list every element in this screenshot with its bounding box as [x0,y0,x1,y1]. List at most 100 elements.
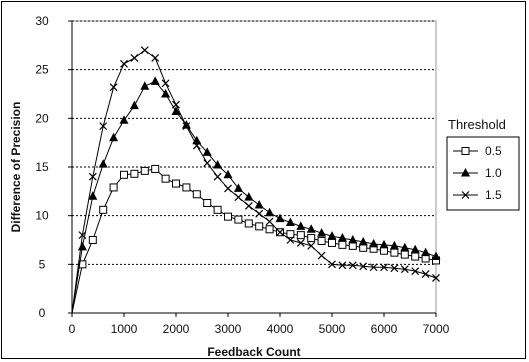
data-point-1.0 [254,199,264,209]
legend-label: 1.5 [485,188,502,202]
data-point-0.5 [307,234,316,243]
data-point-1.0 [400,242,410,252]
data-point-1.0 [109,132,119,142]
series-group [71,46,441,314]
data-point-1.0 [275,213,285,223]
y-tick-label: 0 [39,306,46,320]
y-tick-label: 15 [35,160,49,174]
data-point-0.5 [244,219,253,228]
data-point-1.0 [358,236,368,246]
series-line-1.5 [71,49,437,314]
data-point-1.5 [192,141,201,150]
legend-marker [461,191,470,199]
data-point-1.5 [390,264,399,273]
data-point-1.5 [255,209,264,218]
data-point-1.0 [296,221,306,230]
legend-label: 1.0 [485,166,502,180]
data-point-1.5 [88,172,97,181]
data-point-0.5 [286,230,295,239]
data-point-1.0 [389,240,399,250]
data-point-0.5 [182,183,191,192]
data-point-0.5 [338,240,347,249]
data-point-1.0 [285,217,295,226]
series-1.5 [71,46,440,314]
data-point-1.5 [380,263,388,272]
y-tick-label: 20 [35,111,49,125]
data-point-1.5 [328,260,336,269]
data-point-0.5 [224,212,232,221]
series-0.5 [71,164,440,314]
data-point-0.5 [390,248,399,257]
data-point-1.5 [265,217,274,226]
data-point-1.5 [151,54,160,62]
data-point-1.5 [359,262,368,271]
data-point-1.5 [338,261,347,270]
data-point-1.0 [119,115,129,124]
data-point-0.5 [120,170,128,179]
data-point-1.5 [109,83,118,92]
data-point-1.5 [120,59,128,68]
data-point-1.0 [431,251,441,261]
x-tick-label: 6000 [371,322,398,336]
legend-marker [461,168,470,177]
data-point-0.5 [172,179,180,188]
data-point-0.5 [192,190,201,199]
x-tick-label: 7000 [423,322,450,336]
data-point-1.5 [369,263,378,272]
data-point-1.5 [421,270,430,278]
data-point-1.5 [317,251,326,260]
tick-labels: 0 1000 2000 3000 4000 5000 6000 7000 0 5 10 15 20 25 3… [35,14,449,336]
x-tick-label: 0 [69,322,76,336]
data-point-1.0 [421,247,431,257]
data-point-1.0 [77,241,87,251]
data-point-1.5 [432,274,440,282]
series-line-0.5 [71,168,437,314]
data-point-0.5 [296,231,305,240]
data-point-0.5 [234,215,243,224]
data-point-1.0 [213,160,223,169]
data-point-1.5 [286,236,295,244]
data-point-1.5 [130,54,139,62]
data-point-1.0 [348,235,358,244]
data-point-1.0 [265,207,275,217]
legend-marker [461,147,470,155]
data-point-0.5 [109,183,118,192]
y-tick-label: 25 [35,63,49,77]
x-tick-label: 5000 [319,322,346,336]
data-point-1.5 [348,261,357,270]
y-axis-title: Difference of Precision [9,102,23,233]
data-point-0.5 [151,164,160,173]
legend-item-0.5: 0.5 [453,144,502,158]
data-point-0.5 [328,238,336,247]
data-point-0.5 [411,252,420,261]
data-point-1.5 [276,228,284,237]
data-point-1.0 [202,147,212,156]
data-point-1.0 [337,233,347,242]
data-point-1.0 [171,106,181,116]
data-point-1.5 [234,193,243,202]
data-point-1.0 [410,244,420,254]
data-point-1.0 [244,192,254,201]
data-point-1.0 [327,231,337,240]
data-point-1.0 [317,228,327,237]
data-point-0.5 [265,225,274,234]
data-point-1.5 [411,267,420,276]
data-point-1.0 [98,159,108,168]
legend-title: Threshold [448,117,506,132]
data-point-1.0 [369,238,379,248]
x-tick-label: 3000 [215,322,242,336]
data-point-1.0 [88,191,98,200]
data-point-0.5 [88,236,97,244]
x-tick-label: 4000 [267,322,294,336]
data-point-1.0 [140,81,150,90]
data-point-0.5 [317,236,326,245]
data-point-0.5 [203,199,212,208]
legend: Threshold 0.5 1.0 1.5 [446,117,520,211]
data-point-0.5 [213,205,222,214]
data-point-1.0 [129,100,139,110]
data-point-0.5 [99,205,108,214]
legend-label: 0.5 [485,144,502,158]
data-point-1.0 [150,76,160,85]
series-line-1.0 [71,80,437,314]
